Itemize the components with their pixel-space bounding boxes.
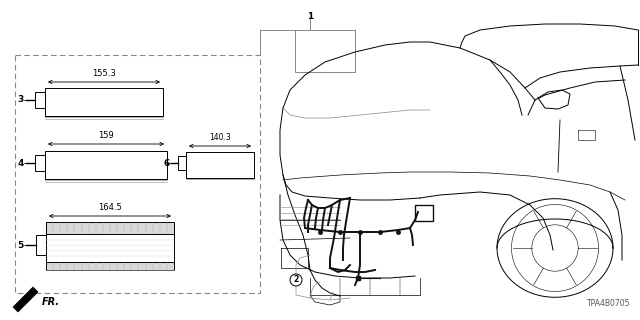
- Text: 140.3: 140.3: [209, 133, 231, 142]
- Bar: [15, 55, 260, 293]
- Polygon shape: [13, 287, 38, 312]
- Text: 2: 2: [293, 276, 299, 284]
- Text: 5: 5: [18, 241, 24, 250]
- Bar: [46, 222, 174, 234]
- Bar: [46, 234, 174, 262]
- Bar: [35, 92, 45, 108]
- Bar: [45, 88, 163, 116]
- Text: 159: 159: [98, 131, 114, 140]
- Text: 6: 6: [164, 158, 170, 167]
- Bar: [35, 155, 45, 171]
- Bar: [415, 205, 433, 221]
- Bar: [178, 156, 186, 170]
- Text: 3: 3: [18, 95, 24, 105]
- Bar: [46, 262, 174, 270]
- Text: FR.: FR.: [42, 297, 60, 307]
- Bar: [186, 152, 254, 178]
- Text: 1: 1: [307, 12, 313, 21]
- Text: 4: 4: [18, 158, 24, 167]
- Bar: [45, 151, 167, 179]
- Bar: [36, 235, 46, 255]
- Text: TPA4B0705: TPA4B0705: [586, 299, 630, 308]
- Bar: [295, 30, 355, 72]
- Text: 164.5: 164.5: [98, 203, 122, 212]
- Text: 155.3: 155.3: [92, 69, 116, 78]
- Circle shape: [290, 274, 302, 286]
